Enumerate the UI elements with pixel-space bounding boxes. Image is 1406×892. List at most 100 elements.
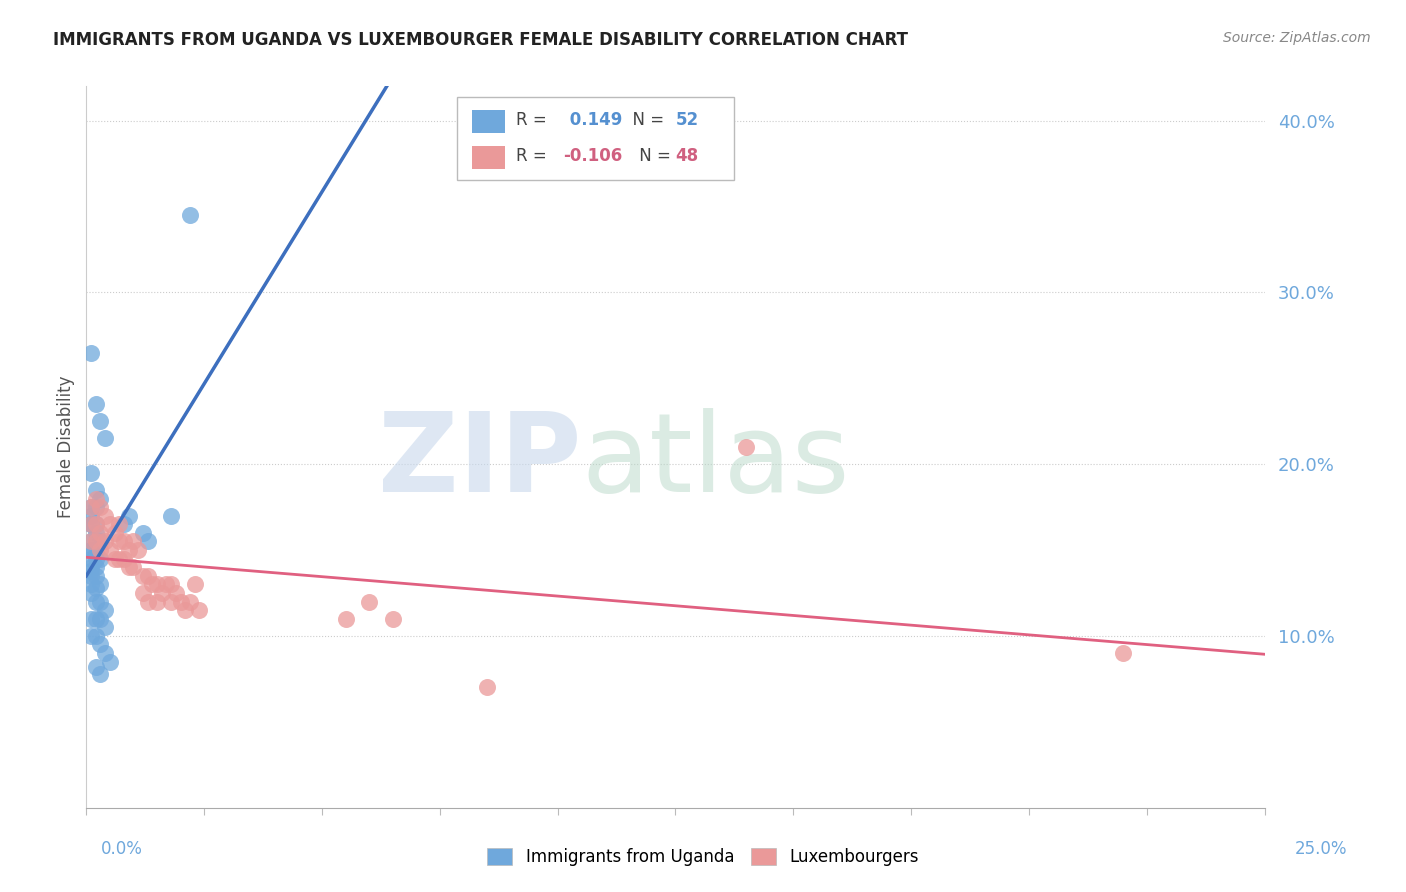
Point <box>132 586 155 600</box>
Point <box>84 568 107 582</box>
Point <box>84 397 107 411</box>
Point <box>136 594 159 608</box>
Point <box>80 543 103 558</box>
Point <box>98 517 121 532</box>
Text: atlas: atlas <box>581 408 849 515</box>
Bar <box>471 146 505 169</box>
Point <box>80 466 103 480</box>
Point <box>118 560 141 574</box>
Point <box>381 612 404 626</box>
Point <box>84 517 107 532</box>
Point <box>80 345 103 359</box>
Point <box>94 508 117 523</box>
Text: 52: 52 <box>675 112 699 129</box>
Point <box>84 594 107 608</box>
Point <box>84 612 107 626</box>
Point <box>80 500 103 514</box>
Point <box>80 500 103 514</box>
Text: N =: N = <box>623 112 669 129</box>
Point <box>84 551 107 566</box>
Point <box>188 603 211 617</box>
Point <box>80 517 103 532</box>
Point <box>150 586 173 600</box>
Point <box>80 568 103 582</box>
Point <box>1112 646 1135 660</box>
Point <box>89 414 111 428</box>
Point <box>80 534 103 549</box>
Point <box>89 543 111 558</box>
Point <box>141 577 163 591</box>
Point <box>94 603 117 617</box>
Text: 48: 48 <box>675 147 699 165</box>
Point <box>84 500 107 514</box>
Point <box>122 560 145 574</box>
Point <box>89 500 111 514</box>
Point <box>359 594 381 608</box>
Text: -0.106: -0.106 <box>564 147 623 165</box>
Point <box>80 612 103 626</box>
Point <box>108 534 131 549</box>
Point <box>169 594 191 608</box>
Text: N =: N = <box>634 147 676 165</box>
Point <box>89 534 111 549</box>
Point <box>335 612 357 626</box>
Point <box>160 508 183 523</box>
Text: R =: R = <box>516 147 553 165</box>
Text: ZIP: ZIP <box>378 408 581 515</box>
Point <box>80 551 103 566</box>
Text: 0.149: 0.149 <box>564 112 621 129</box>
Point <box>127 543 149 558</box>
Point <box>84 534 107 549</box>
Point <box>89 666 111 681</box>
Point <box>89 594 111 608</box>
Bar <box>471 110 505 133</box>
Point <box>179 208 201 222</box>
Point <box>146 577 169 591</box>
Point <box>136 534 159 549</box>
Point <box>160 594 183 608</box>
Legend: Immigrants from Uganda, Luxembourgers: Immigrants from Uganda, Luxembourgers <box>481 841 925 873</box>
Y-axis label: Female Disability: Female Disability <box>58 376 75 518</box>
Point <box>89 577 111 591</box>
Point <box>84 483 107 497</box>
Point <box>98 655 121 669</box>
Point <box>183 577 205 591</box>
Point <box>80 564 103 578</box>
Point <box>118 543 141 558</box>
Point <box>475 681 498 695</box>
Point <box>155 577 177 591</box>
Point <box>136 568 159 582</box>
Point <box>89 525 111 540</box>
Point <box>112 534 135 549</box>
Point <box>94 646 117 660</box>
Point <box>84 491 107 506</box>
Point <box>160 577 183 591</box>
Point <box>80 586 103 600</box>
Point <box>132 568 155 582</box>
Text: 25.0%: 25.0% <box>1295 840 1347 858</box>
Point <box>84 660 107 674</box>
Point <box>80 543 103 558</box>
Point <box>146 594 169 608</box>
Point <box>89 638 111 652</box>
Point <box>84 525 107 540</box>
Text: Source: ZipAtlas.com: Source: ZipAtlas.com <box>1223 31 1371 45</box>
Point <box>103 551 125 566</box>
Point <box>89 491 111 506</box>
FancyBboxPatch shape <box>457 97 734 180</box>
Point <box>84 629 107 643</box>
Point <box>112 551 135 566</box>
Point <box>122 534 145 549</box>
Text: R =: R = <box>516 112 553 129</box>
Point <box>89 551 111 566</box>
Point <box>84 581 107 595</box>
Point <box>118 508 141 523</box>
Point <box>179 594 201 608</box>
Point <box>132 525 155 540</box>
Point <box>103 525 125 540</box>
Point <box>80 560 103 574</box>
Point <box>84 560 107 574</box>
Point <box>80 577 103 591</box>
Point <box>112 517 135 532</box>
Point <box>174 603 197 617</box>
